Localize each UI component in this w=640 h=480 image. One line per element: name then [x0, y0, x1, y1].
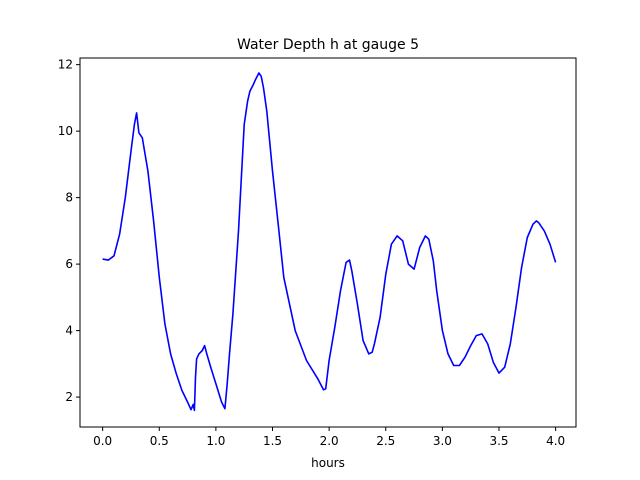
y-tick-label: 12: [58, 58, 73, 72]
x-tick-label: 2.0: [320, 434, 339, 448]
x-tick-label: 1.0: [206, 434, 225, 448]
x-axis-ticks: 0.0 0.5 1.0 1.5 2.0 2.5 3.0 3.5 4.0: [93, 427, 565, 448]
x-tick-label: 1.5: [263, 434, 282, 448]
plot-area: [102, 72, 557, 412]
x-tick-label: 3.0: [433, 434, 452, 448]
y-tick-label: 8: [65, 191, 73, 205]
y-axis-ticks: 2 4 6 8 10 12: [58, 58, 80, 404]
x-tick-label: 2.5: [376, 434, 395, 448]
axes-frame: [79, 57, 577, 428]
x-tick-label: 0.5: [150, 434, 169, 448]
y-tick-label: 2: [65, 390, 73, 404]
y-tick-label: 10: [58, 124, 73, 138]
y-tick-label: 4: [65, 324, 73, 338]
x-axis-label: hours: [311, 456, 345, 470]
chart-title: Water Depth h at gauge 5: [237, 37, 419, 53]
x-tick-label: 4.0: [546, 434, 565, 448]
y-tick-label: 6: [65, 257, 73, 271]
x-tick-label: 0.0: [93, 434, 112, 448]
x-tick-label: 3.5: [489, 434, 508, 448]
series-line-0: [102, 72, 557, 412]
